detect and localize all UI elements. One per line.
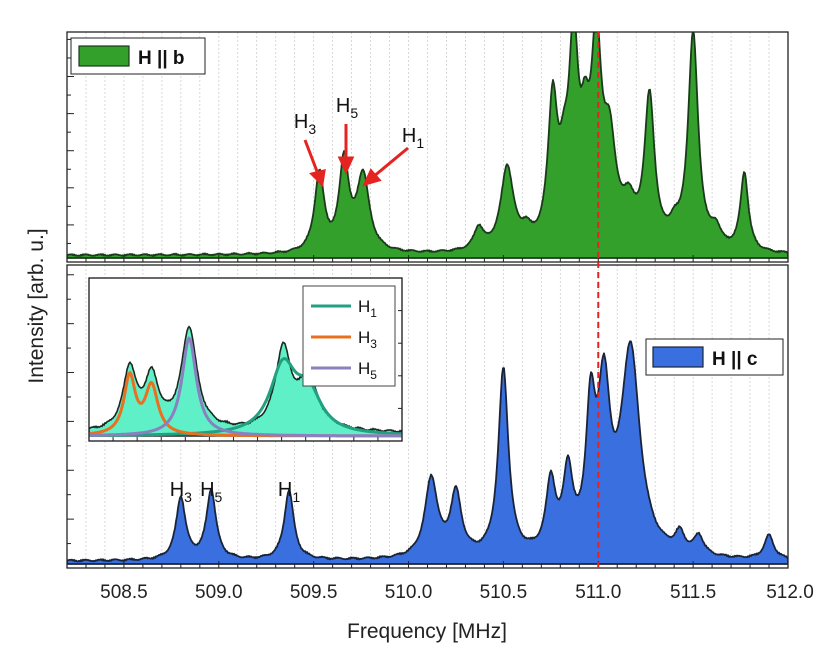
y-axis-label: Intensity [arb. u.]: [25, 228, 48, 383]
x-tick-label: 508.5: [100, 582, 148, 603]
bottom-legend: H || c: [645, 338, 784, 376]
bottom-legend-label: H || c: [712, 349, 758, 370]
bottom-spectrum-area: [67, 340, 788, 565]
top-legend-swatch: [78, 45, 130, 67]
x-tick-label: 509.5: [290, 582, 338, 603]
inset-ticks: [112, 310, 402, 441]
x-tick-label: 510.0: [385, 582, 433, 603]
axis-ticks: [67, 38, 789, 568]
x-tick-label: 512.0: [766, 582, 814, 603]
x-tick-label: 509.0: [195, 582, 243, 603]
x-tick-labels: 508.5 509.0 509.5 510.0 510.5 511.0 511.5 512.0: [100, 582, 814, 603]
top-legend: H || b: [70, 37, 206, 75]
top-legend-label: H || b: [138, 48, 185, 69]
peak-arrows: [303, 124, 409, 188]
inset-series-H5: [89, 336, 402, 438]
top-spectrum-area: [67, 32, 788, 259]
peak-label: H5: [336, 95, 358, 121]
x-axis-label: Frequency [MHz]: [347, 620, 507, 643]
inset-series-H1: [89, 357, 402, 437]
x-tick-label: 510.5: [480, 582, 528, 603]
x-tick-label: 511.5: [670, 582, 716, 603]
peak-label: H3: [294, 111, 316, 137]
peak-label: H1: [402, 125, 424, 151]
bottom-legend-swatch: [652, 346, 704, 368]
x-tick-label: 511.0: [575, 582, 621, 603]
